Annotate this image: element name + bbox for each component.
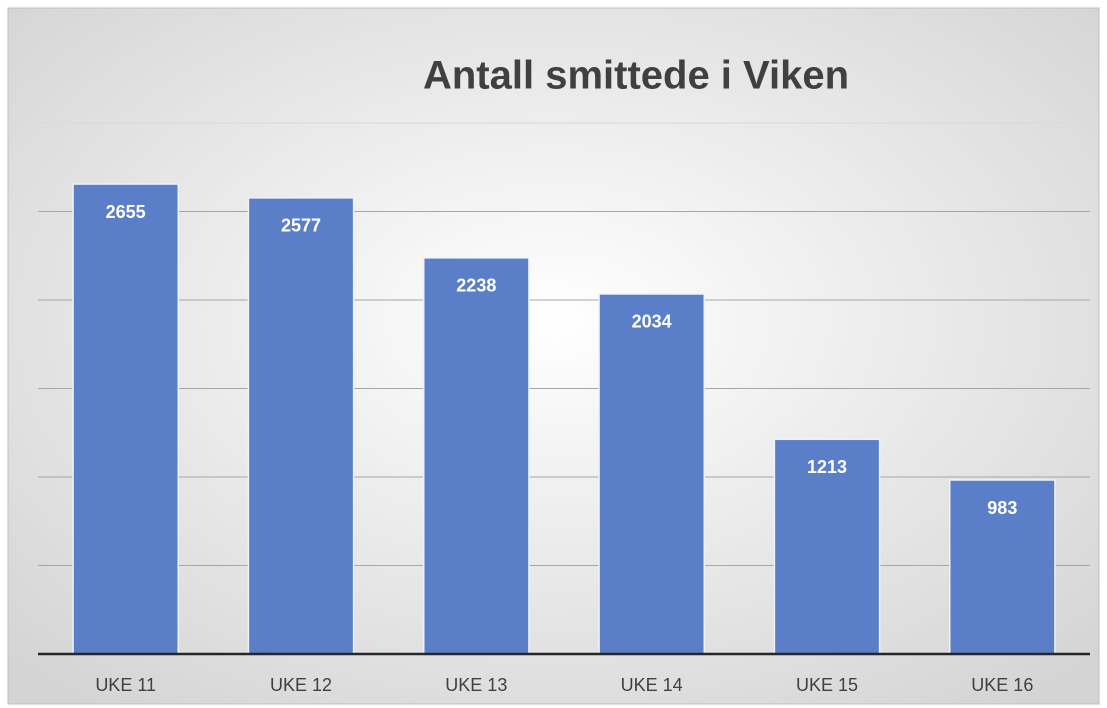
bar [598,293,706,655]
bar [72,183,180,655]
chart-background [7,7,1100,705]
x-tick-label: UKE 12 [270,675,332,695]
x-tick-label: UKE 13 [445,675,507,695]
bar [948,479,1056,655]
value-label: 2238 [456,276,496,296]
chart-title: Antall smittede i Viken [423,54,849,98]
x-tick-label: UKE 11 [95,675,156,695]
x-tick-label: UKE 14 [621,675,683,695]
bar [773,438,881,655]
value-label: 983 [987,498,1017,518]
x-tick-label: UKE 15 [796,675,858,695]
bar [247,197,355,655]
value-label: 2655 [106,202,146,222]
bar [422,257,530,655]
value-label: 2577 [281,216,321,236]
value-label: 2034 [632,312,672,332]
value-label: 1213 [807,457,847,477]
x-tick-label: UKE 16 [971,675,1033,695]
